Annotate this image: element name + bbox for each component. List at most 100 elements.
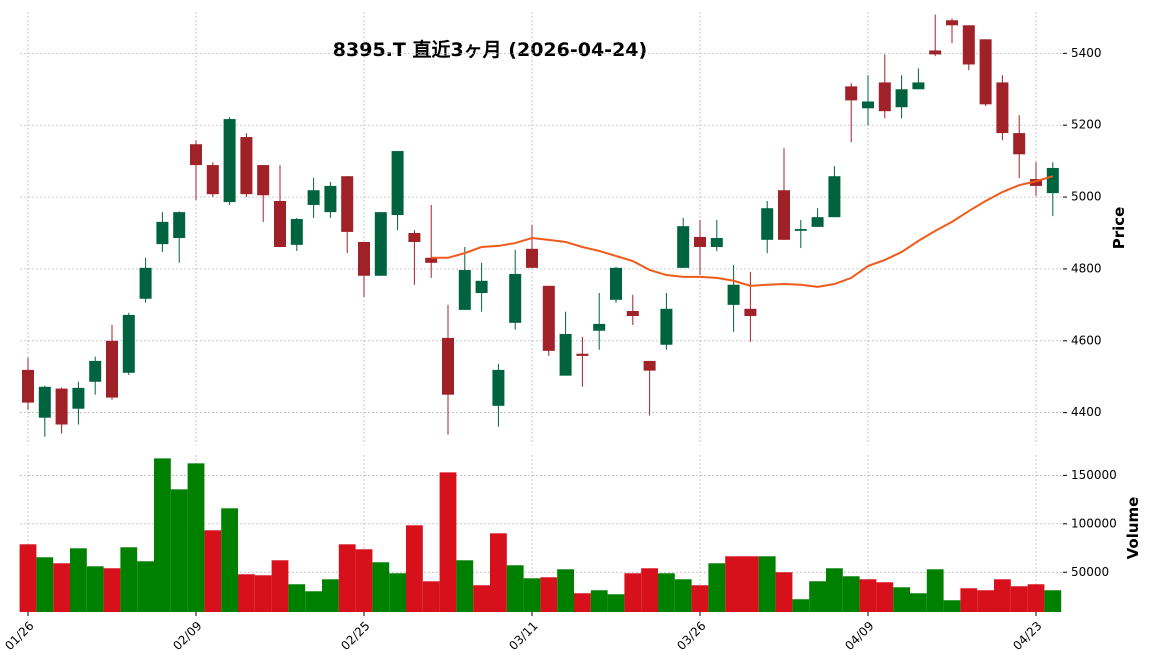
volume-bar — [120, 547, 138, 612]
volume-bar — [506, 565, 524, 612]
volume-bar — [86, 566, 104, 612]
candle-body — [811, 217, 824, 227]
candle-body — [845, 86, 858, 101]
candle-body — [929, 50, 942, 55]
price-axis-label: Price — [1110, 207, 1128, 250]
volume-bar — [19, 544, 37, 612]
volume-bar — [842, 576, 860, 612]
volume-bar — [1010, 586, 1028, 612]
volume-bar — [590, 590, 608, 612]
volume-bar — [254, 575, 272, 612]
candle-body — [391, 151, 404, 216]
candle-body — [878, 82, 891, 112]
volume-bar — [288, 584, 306, 612]
volume-bar — [389, 573, 406, 612]
volume-bar — [338, 544, 356, 612]
candle-body — [139, 267, 152, 299]
volume-bar — [557, 569, 574, 612]
volume-bar — [406, 525, 423, 612]
volume-bar — [103, 568, 121, 612]
candle-body — [559, 333, 572, 376]
volume-bar — [742, 556, 759, 612]
x-tick-label: 02/09 — [170, 619, 204, 653]
volume-bar — [624, 573, 642, 612]
candle-body — [694, 236, 706, 248]
volume-bar — [36, 557, 54, 612]
candle-body — [458, 270, 471, 310]
x-tick-label: 03/11 — [506, 619, 540, 653]
candle-body — [576, 353, 589, 356]
candle-body — [744, 308, 757, 316]
volume-bar — [893, 587, 910, 612]
candle-body — [610, 267, 622, 300]
candle-body — [643, 360, 656, 371]
y-tick-label: 4600 — [1071, 333, 1102, 347]
candle-body — [895, 89, 908, 108]
candle-body — [912, 82, 925, 90]
y-tick-label: 5000 — [1071, 190, 1102, 204]
y-tick-label: 5200 — [1071, 118, 1102, 132]
candle-body — [996, 82, 1009, 134]
volume-tick-label: 150000 — [1071, 468, 1117, 482]
volume-bar — [221, 508, 238, 612]
volume-bar — [691, 585, 709, 612]
volume-bar — [53, 563, 70, 612]
x-tick-label: 02/25 — [338, 619, 372, 653]
chart-title: 8395.T 直近3ヶ月 (2026-04-24) — [333, 38, 647, 61]
candle-body — [593, 323, 606, 331]
candle-body — [408, 232, 421, 242]
candle-body — [710, 238, 723, 248]
volume-axis-label: Volume — [1124, 497, 1142, 560]
candle-body — [55, 388, 68, 425]
volume-bar — [204, 530, 222, 612]
x-tick-label: 01/26 — [2, 619, 36, 653]
candle-body — [307, 190, 320, 205]
volume-bar — [994, 579, 1011, 612]
volume-bar — [960, 588, 978, 612]
volume-bar — [355, 549, 373, 612]
x-tick-label: 03/26 — [674, 619, 708, 653]
candle-body — [122, 314, 135, 373]
candle-body — [946, 20, 958, 26]
volume-bar — [725, 556, 742, 612]
candle-body — [206, 165, 219, 195]
volume-bar — [523, 578, 541, 612]
volume-bar — [456, 560, 474, 612]
candle-body — [1013, 133, 1026, 155]
volume-bar — [792, 599, 810, 612]
volume-bar — [809, 581, 826, 612]
candle-body — [38, 386, 51, 418]
candle-body — [324, 185, 337, 213]
candle-body — [240, 137, 253, 195]
volume-bar — [170, 489, 188, 612]
volume-bar — [490, 533, 507, 612]
candle-body — [475, 280, 488, 294]
candle-body — [862, 101, 874, 109]
volume-bar — [238, 574, 255, 612]
volume-bar — [876, 582, 894, 612]
volume-bar — [758, 556, 776, 612]
candle-body — [509, 273, 522, 323]
candle-body — [677, 226, 690, 268]
candle-body — [1046, 167, 1059, 194]
candle-body — [89, 360, 102, 382]
y-tick-label: 5400 — [1071, 46, 1102, 60]
volume-bar — [674, 579, 692, 612]
volume-bar — [708, 563, 726, 612]
candle-body — [341, 176, 354, 232]
volume-bar — [322, 579, 339, 612]
candle-body — [979, 39, 992, 105]
y-tick-label: 4400 — [1071, 405, 1102, 419]
candle-body — [106, 340, 118, 398]
candle-body — [828, 176, 841, 218]
candle-body — [358, 241, 370, 276]
candle-body — [22, 369, 34, 403]
y-tick-label: 4800 — [1071, 261, 1102, 275]
volume-bar — [910, 593, 927, 612]
volume-bar — [607, 594, 625, 612]
candle-body — [290, 218, 303, 245]
x-tick-label: 04/23 — [1010, 619, 1044, 653]
volume-bar — [473, 585, 490, 612]
volume-bar — [943, 600, 961, 612]
